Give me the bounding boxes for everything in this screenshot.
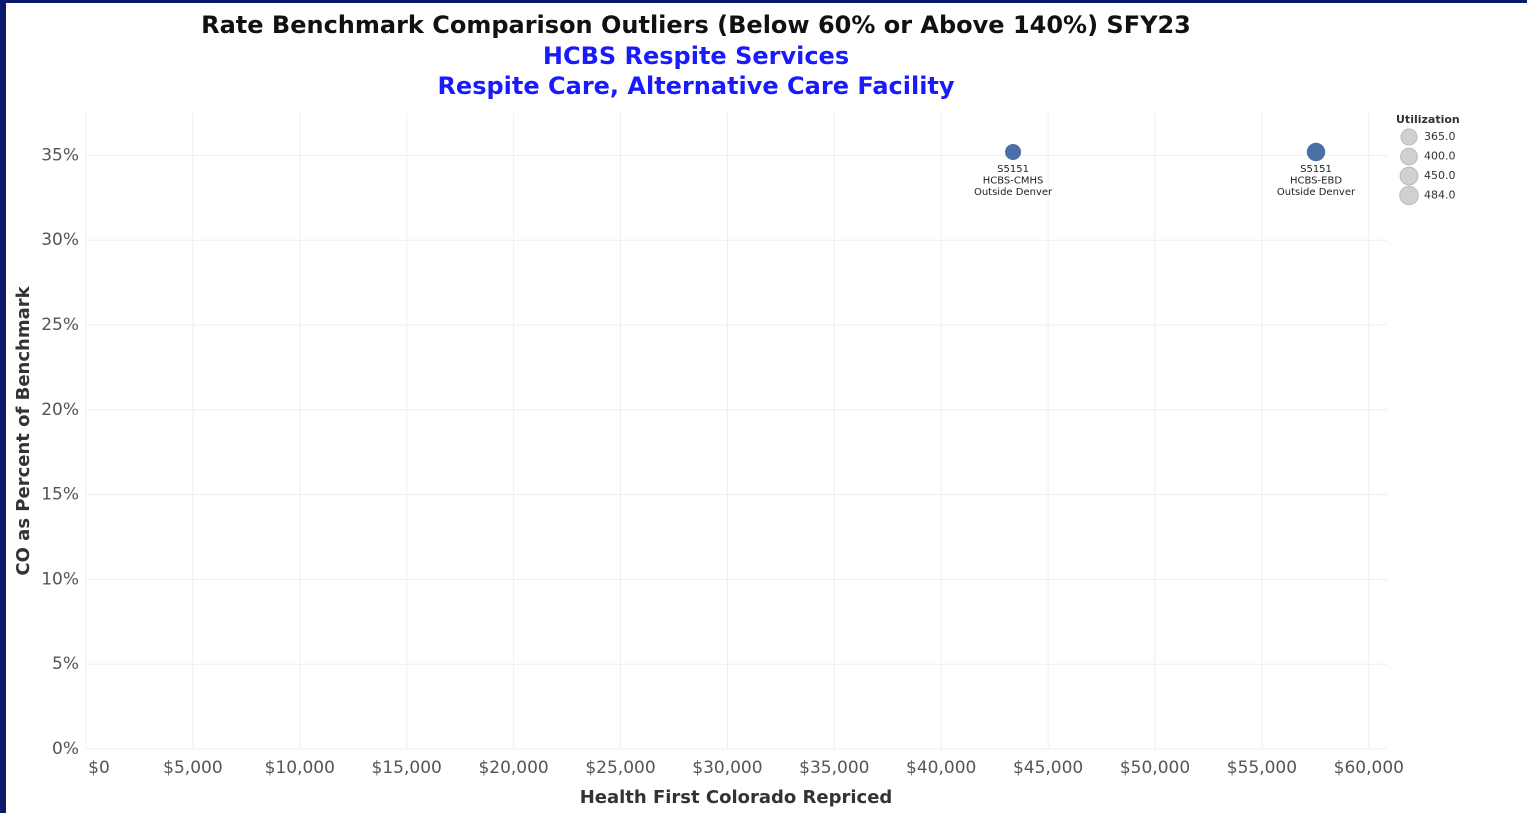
legend-label: 365.0	[1424, 130, 1456, 143]
point-label: HCBS-CMHS	[983, 176, 1044, 187]
point-label: S5151	[1300, 164, 1332, 175]
legend-bubble	[1400, 128, 1418, 146]
point-label: HCBS-EBD	[1290, 176, 1342, 187]
x-tick-label: $60,000	[1334, 758, 1404, 778]
bubble	[1306, 142, 1326, 162]
y-tick-label: 0%	[52, 739, 79, 759]
x-tick-label: $50,000	[1120, 758, 1190, 778]
y-tick-label: 35%	[41, 145, 79, 165]
chart-title: Rate Benchmark Comparison Outliers (Belo…	[201, 11, 1191, 39]
y-tick-label: 30%	[41, 230, 79, 250]
x-tick-label: $25,000	[585, 758, 655, 778]
legend-label: 400.0	[1424, 150, 1456, 163]
x-tick-label: $30,000	[692, 758, 762, 778]
x-tick-label: $5,000	[163, 758, 222, 778]
x-tick-label: $10,000	[265, 758, 335, 778]
x-tick-label: $20,000	[478, 758, 548, 778]
legend-label: 450.0	[1424, 169, 1456, 182]
y-tick-label: 10%	[41, 569, 79, 589]
x-tick-label: $35,000	[799, 758, 869, 778]
legend-title: Utilization	[1396, 113, 1460, 126]
point-label: Outside Denver	[974, 187, 1053, 198]
y-tick-label: 5%	[52, 654, 79, 674]
x-tick-label: $55,000	[1227, 758, 1297, 778]
legend-label: 484.0	[1424, 189, 1456, 202]
x-tick-label: $45,000	[1013, 758, 1083, 778]
point-label: S5151	[997, 164, 1029, 175]
bubble	[1005, 143, 1022, 161]
x-tick-label: $40,000	[906, 758, 976, 778]
point-label: Outside Denver	[1277, 187, 1356, 198]
x-axis-label: Health First Colorado Repriced	[580, 787, 893, 808]
x-tick-label: $0	[88, 758, 110, 778]
y-axis-label: CO as Percent of Benchmark	[13, 285, 34, 575]
legend-bubble	[1400, 147, 1418, 166]
legend-bubble	[1399, 166, 1419, 186]
y-tick-label: 25%	[41, 315, 79, 335]
x-tick-label: $15,000	[372, 758, 442, 778]
chart: Rate Benchmark Comparison Outliers (Belo…	[13, 11, 1460, 808]
chart-frame: Rate Benchmark Comparison Outliers (Belo…	[6, 3, 1527, 813]
y-tick-label: 20%	[41, 400, 79, 420]
chart-subtitle: Respite Care, Alternative Care Facility	[437, 72, 954, 100]
y-tick-label: 15%	[41, 485, 79, 505]
chart-subtitle: HCBS Respite Services	[543, 42, 849, 70]
legend-bubble	[1399, 185, 1419, 206]
